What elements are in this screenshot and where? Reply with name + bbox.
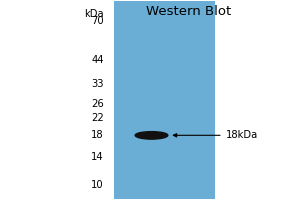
Text: 26: 26 [91,99,104,109]
Text: Western Blot: Western Blot [146,5,231,18]
Text: 33: 33 [92,79,104,89]
Text: 22: 22 [91,113,104,123]
Ellipse shape [135,132,168,139]
Text: kDa: kDa [84,9,104,19]
Text: 44: 44 [92,55,104,65]
Bar [114,1,215,199]
Text: 14: 14 [91,152,104,162]
Text: 70: 70 [91,16,104,26]
Text: 10: 10 [91,180,104,190]
Text: 18kDa: 18kDa [226,130,258,140]
Text: 18: 18 [91,130,104,140]
